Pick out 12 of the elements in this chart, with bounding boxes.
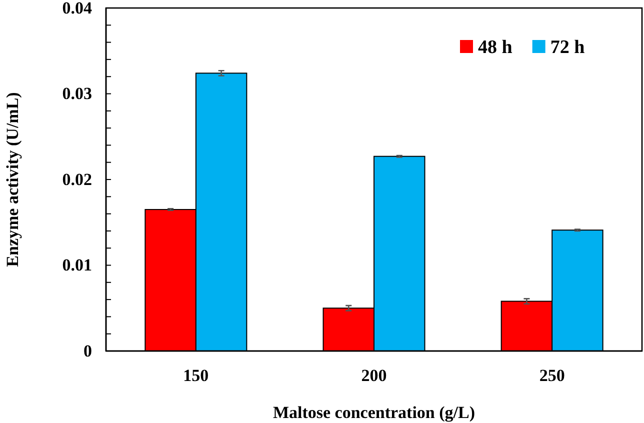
x-tick-label: 200 xyxy=(361,366,387,386)
y-axis-title: Enzyme activity (U/mL) xyxy=(3,92,22,267)
x-tick-label: 250 xyxy=(539,366,565,386)
y-tick-label: 0.01 xyxy=(62,256,92,275)
y-tick-label: 0.04 xyxy=(62,0,92,18)
x-tick-label: 150 xyxy=(183,366,209,386)
y-tick-label: 0.03 xyxy=(62,84,92,104)
x-axis-title: Maltose concentration (g/L) xyxy=(272,403,476,422)
y-tick-label: 0 xyxy=(84,341,92,360)
legend-label: 48 h xyxy=(478,37,513,58)
y-tick-label: 0.02 xyxy=(62,170,92,189)
legend-label: 72 h xyxy=(550,37,586,58)
